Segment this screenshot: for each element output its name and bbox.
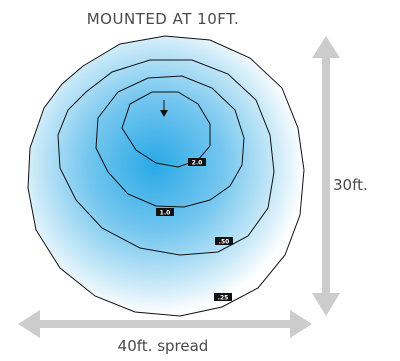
svg-text:.25: .25 [218,295,229,302]
svg-text:.50: .50 [219,239,230,246]
height-label: 30ft. [333,176,368,194]
spread-label: 40ft. spread [117,337,209,355]
contour-label-1-0: 1.0 [156,208,174,217]
contour-label-0-50: .50 [215,237,233,246]
diagram-title: MOUNTED AT 10FT. [86,10,240,28]
svg-text:2.0: 2.0 [192,160,203,167]
width-arrow-icon [18,310,312,338]
contour-025 [27,35,305,317]
contour-050 [57,59,275,256]
contour-200 [121,91,211,168]
contour-100 [95,75,245,208]
height-arrow-icon [312,36,340,316]
contour-label-2-0: 2.0 [188,158,206,167]
fixture-marker-icon [160,100,168,117]
contour-label-0-25: .25 [214,293,232,302]
coverage-area [28,36,304,316]
svg-text:1.0: 1.0 [160,210,171,217]
